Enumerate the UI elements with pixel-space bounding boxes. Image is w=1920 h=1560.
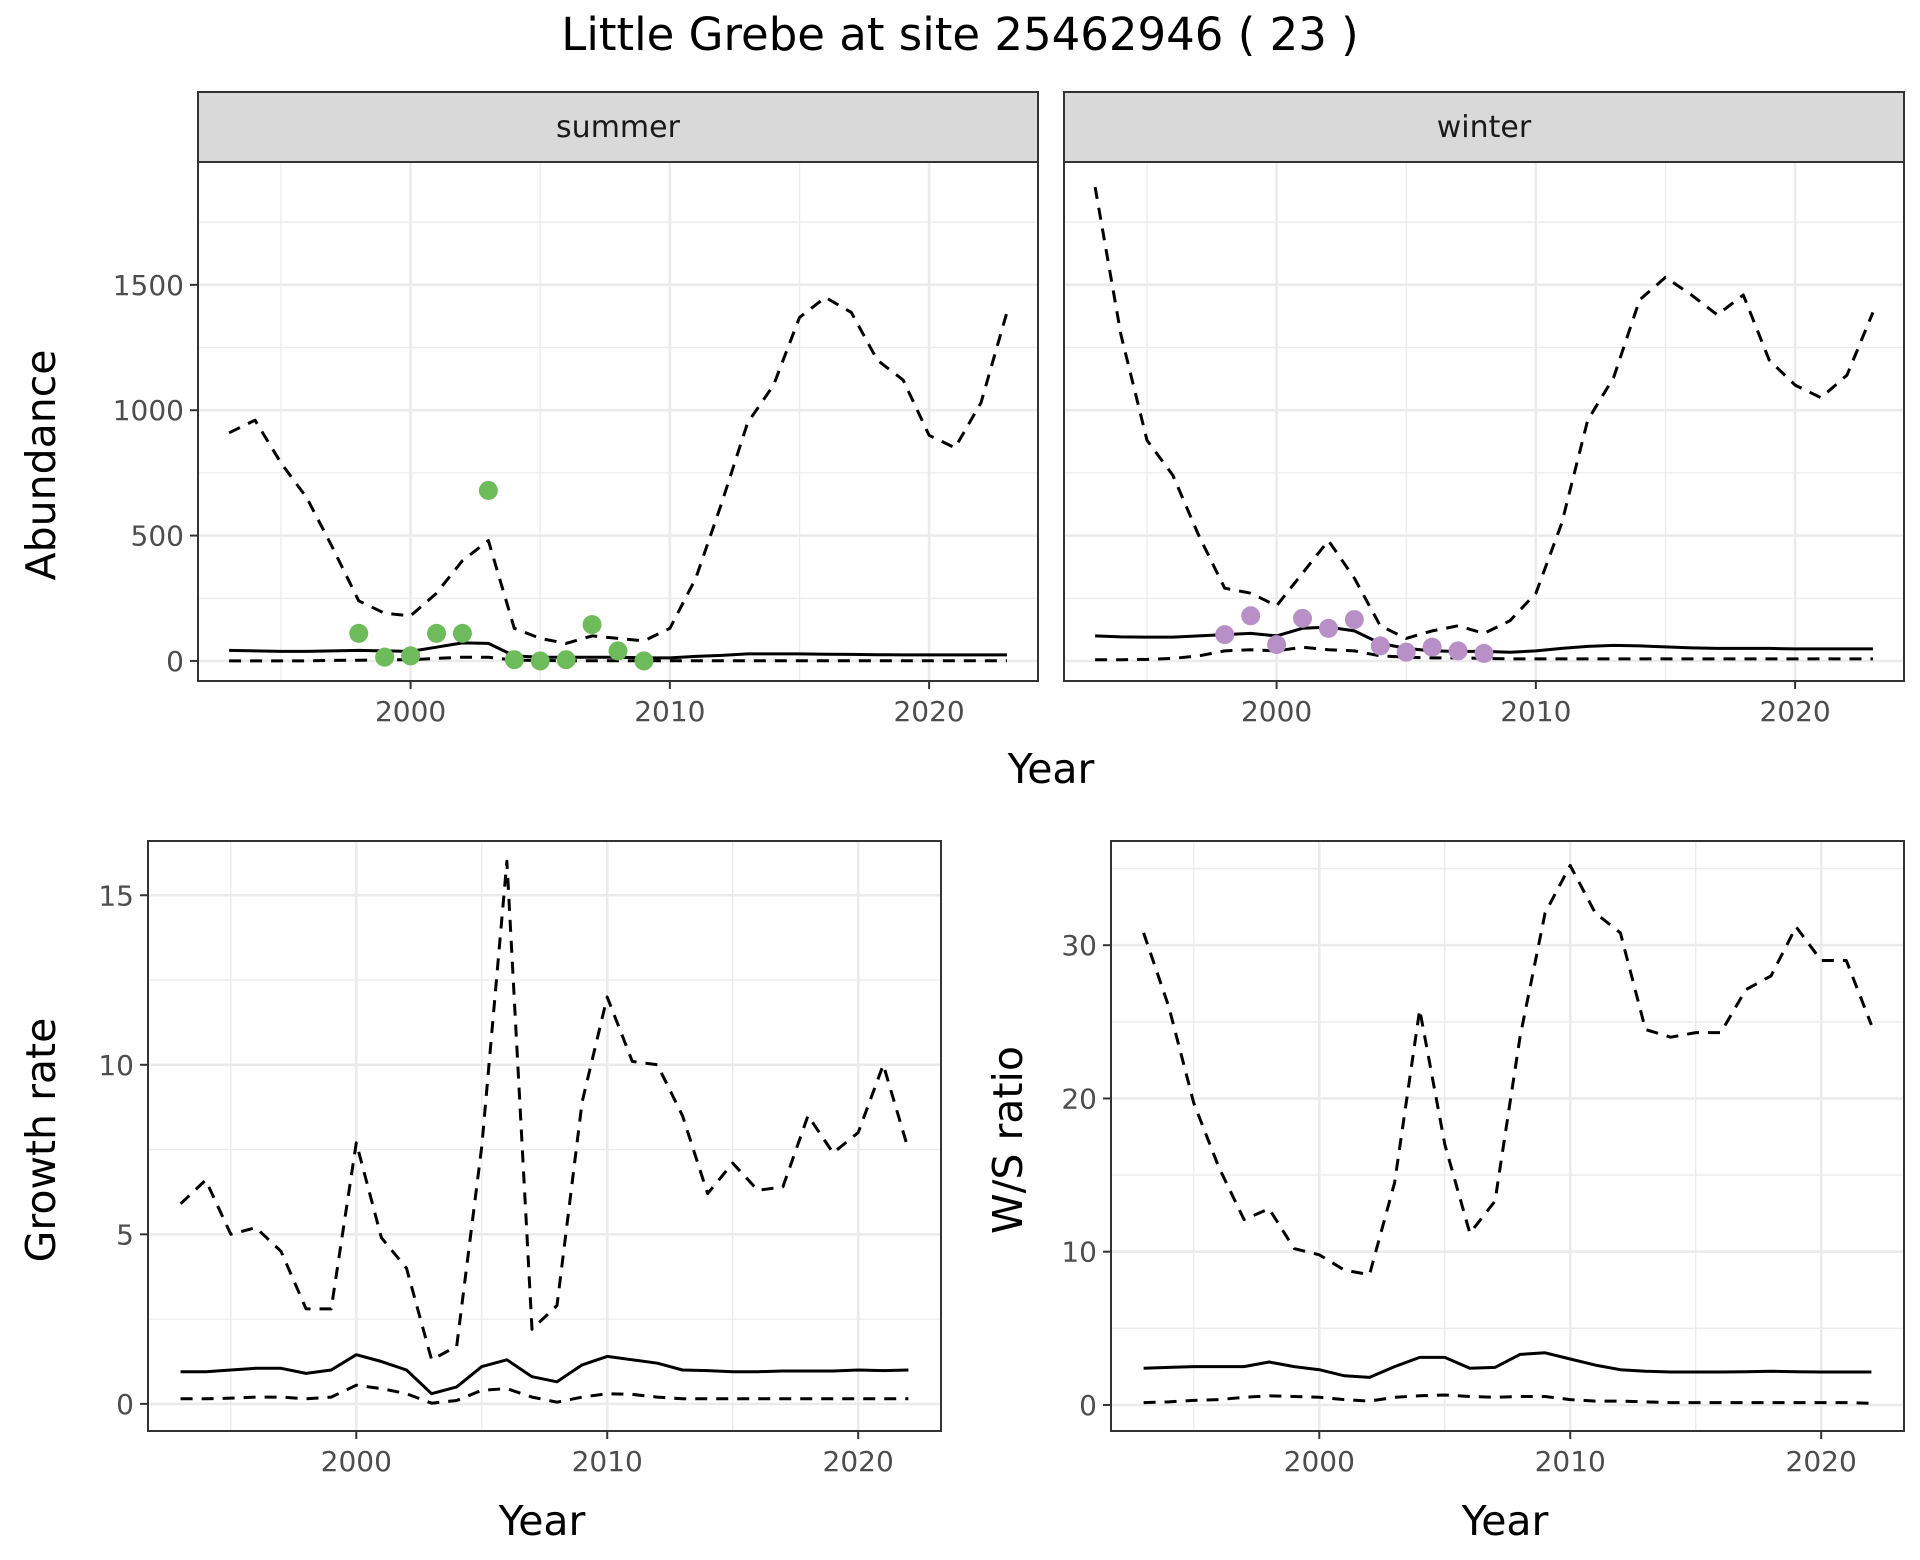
observation-point (1396, 642, 1416, 662)
x-axis-label-growth: Year (498, 1497, 586, 1545)
observation-point (1422, 637, 1442, 657)
observation-point (1267, 635, 1287, 655)
x-tick-label: 2020 (1786, 1445, 1857, 1478)
observation-point (1344, 610, 1364, 630)
observation-point (608, 641, 628, 661)
observation-point (452, 623, 472, 643)
y-tick-label: 0 (166, 645, 184, 678)
mean-line-0 (180, 1353, 909, 1396)
plot-area-growth-rate: 2000 2010 2020 0 5 10 15 (98, 840, 942, 1478)
interval-line-1 (1093, 186, 1875, 640)
interval-line-1 (179, 859, 910, 1362)
x-axis-label-top: Year (1007, 745, 1095, 793)
x-tick-label: 2010 (1535, 1445, 1606, 1478)
observation-point (401, 646, 421, 666)
panel-winter: winter 2000 2010 2020 (1063, 91, 1905, 728)
strip-winter (1063, 91, 1905, 163)
strip-summer (197, 91, 1039, 163)
interval-line-2 (1143, 1393, 1872, 1405)
y-tick-label: 15 (98, 879, 134, 912)
y-tick-label: 30 (1061, 929, 1097, 962)
y-tick-label: 20 (1061, 1082, 1097, 1115)
interval-line-2 (229, 655, 1007, 663)
y-axis-label-growth: Growth rate (17, 1018, 65, 1263)
y-tick-label: 500 (131, 520, 184, 553)
x-tick-label: 2020 (1759, 695, 1830, 728)
plot-area-summer: 2000 2010 2020 0 500 1000 1500 (113, 161, 1039, 728)
x-tick-label: 2000 (375, 695, 446, 728)
observation-point (1370, 636, 1390, 656)
y-tick-label: 5 (116, 1218, 134, 1251)
panel-border (147, 840, 942, 1432)
observation-point (1241, 606, 1261, 626)
x-tick-label: 2020 (893, 695, 964, 728)
observation-point (478, 480, 498, 500)
y-axis-label-ws: W/S ratio (984, 1046, 1032, 1234)
observation-point (1293, 608, 1313, 628)
panel-border (197, 161, 1039, 682)
y-tick-label: 10 (98, 1049, 134, 1082)
interval-line-1 (1142, 864, 1873, 1277)
observation-point (427, 623, 447, 643)
observation-point (634, 651, 654, 671)
observation-point (1474, 643, 1494, 663)
plot-area-winter: 2000 2010 2020 (1063, 161, 1905, 728)
observation-point (504, 650, 524, 670)
observation-point (375, 647, 395, 667)
observation-point (556, 650, 576, 670)
observation-point (582, 615, 602, 635)
x-tick-label: 2000 (1284, 1445, 1355, 1478)
y-axis-label-abundance: Abundance (17, 350, 65, 581)
interval-line-2 (1095, 645, 1873, 662)
y-tick-label: 10 (1061, 1236, 1097, 1269)
observation-point (1318, 618, 1338, 638)
x-tick-label: 2010 (1500, 695, 1571, 728)
mean-line-0 (1143, 1351, 1872, 1379)
panel-border (1110, 840, 1905, 1432)
observation-point (349, 623, 369, 643)
panel-summer: summer 2000 2010 2020 0 500 1000 1500 (113, 91, 1039, 728)
interval-line-1 (228, 295, 1009, 645)
observation-point (1215, 625, 1235, 645)
y-tick-label: 0 (1079, 1389, 1097, 1422)
y-tick-label: 1500 (113, 269, 184, 302)
x-tick-label: 2020 (823, 1445, 894, 1478)
interval-line-2 (180, 1383, 909, 1405)
strip-label-summer: summer (556, 110, 681, 145)
panel-border (1063, 161, 1905, 682)
y-tick-label: 0 (116, 1388, 134, 1421)
y-tick-label: 1000 (113, 394, 184, 427)
chart-title: Little Grebe at site 25462946 ( 23 ) (561, 8, 1358, 61)
x-tick-label: 2000 (321, 1445, 392, 1478)
x-tick-label: 2010 (572, 1445, 643, 1478)
x-tick-label: 2010 (634, 695, 705, 728)
plot-area-ws-ratio: 2000 2010 2020 0 10 20 30 (1061, 840, 1905, 1478)
observation-point (530, 651, 550, 671)
x-axis-label-ws: Year (1461, 1497, 1549, 1545)
strip-label-winter: winter (1437, 110, 1532, 145)
observation-point (1448, 641, 1468, 661)
x-tick-label: 2000 (1241, 695, 1312, 728)
